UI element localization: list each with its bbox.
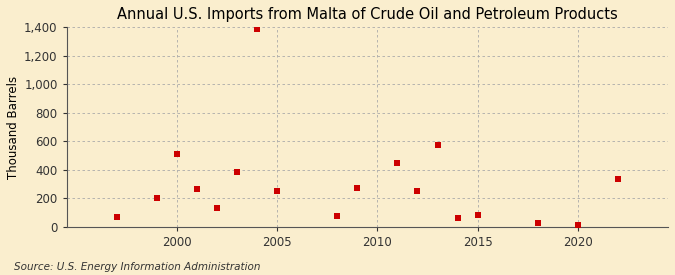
- Point: [272, 189, 283, 193]
- Point: [192, 187, 202, 191]
- Point: [171, 152, 182, 156]
- Point: [252, 26, 263, 31]
- Point: [533, 221, 543, 226]
- Point: [352, 186, 362, 191]
- Point: [432, 143, 443, 147]
- Point: [472, 213, 483, 218]
- Point: [111, 214, 122, 219]
- Y-axis label: Thousand Barrels: Thousand Barrels: [7, 75, 20, 178]
- Point: [332, 214, 343, 218]
- Point: [412, 189, 423, 193]
- Text: Source: U.S. Energy Information Administration: Source: U.S. Energy Information Administ…: [14, 262, 260, 272]
- Point: [151, 196, 162, 200]
- Point: [572, 223, 583, 227]
- Point: [211, 205, 222, 210]
- Point: [612, 177, 623, 181]
- Point: [452, 216, 463, 221]
- Title: Annual U.S. Imports from Malta of Crude Oil and Petroleum Products: Annual U.S. Imports from Malta of Crude …: [117, 7, 618, 22]
- Point: [232, 170, 242, 174]
- Point: [392, 160, 403, 165]
